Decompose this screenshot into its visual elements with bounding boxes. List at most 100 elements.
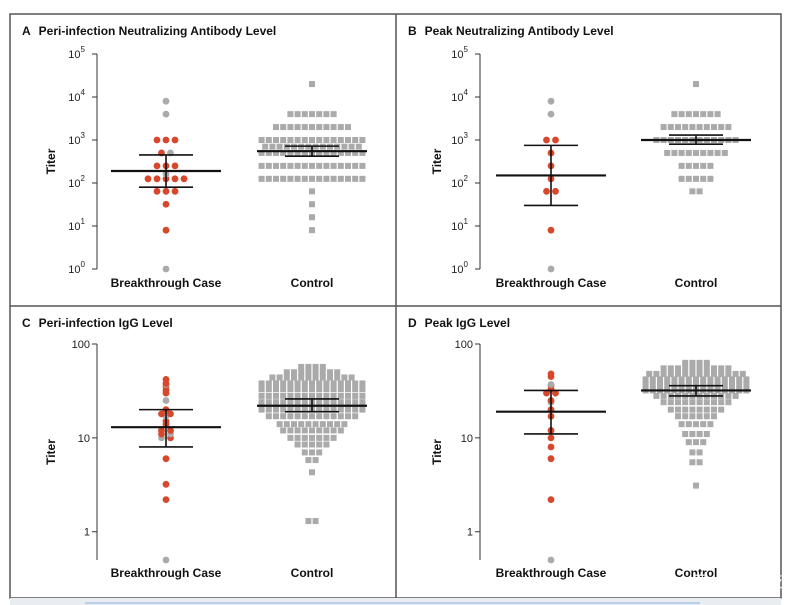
control-point	[352, 162, 359, 169]
control-point	[305, 374, 312, 381]
control-point	[685, 376, 692, 383]
control-point	[265, 137, 272, 143]
control-point	[309, 124, 315, 131]
control-point	[258, 162, 265, 169]
breakthrough-point	[162, 397, 170, 404]
control-point	[309, 427, 315, 434]
control-point	[693, 381, 699, 388]
control-point	[693, 376, 699, 383]
control-point	[718, 124, 725, 131]
breakthrough-point	[547, 556, 555, 564]
control-point	[345, 124, 351, 131]
breakthrough-point	[153, 187, 161, 195]
control-point	[642, 381, 649, 388]
control-point	[718, 406, 725, 413]
control-point	[301, 406, 308, 413]
panel-letter: A	[22, 24, 31, 38]
y-tick-label: 10	[78, 433, 90, 445]
breakthrough-point	[158, 427, 165, 434]
control-point	[316, 111, 323, 118]
control-point	[294, 124, 301, 131]
control-point	[265, 406, 272, 413]
control-point	[316, 427, 323, 434]
control-point	[273, 380, 279, 387]
control-point	[316, 149, 323, 156]
control-point	[280, 406, 287, 413]
control-point	[718, 365, 725, 372]
control-point	[675, 406, 681, 413]
control-point	[703, 413, 710, 420]
control-point	[352, 406, 359, 413]
control-point	[696, 124, 703, 131]
breakthrough-point	[547, 370, 555, 378]
control-point	[265, 162, 272, 169]
control-point	[664, 149, 671, 156]
control-point	[262, 143, 269, 150]
control-point	[305, 363, 312, 370]
control-point	[714, 111, 721, 118]
control-point	[682, 124, 689, 131]
control-point	[309, 227, 315, 234]
control-point	[345, 175, 351, 182]
control-point	[675, 124, 681, 131]
control-point	[689, 188, 696, 195]
control-point	[287, 386, 294, 393]
panel-b: B Peak Neutralizing Antibody Level1001011…	[408, 24, 751, 290]
control-point	[309, 175, 315, 182]
x-category-label: Control	[291, 276, 334, 290]
control-point	[323, 162, 330, 169]
control-point	[689, 459, 696, 466]
control-point	[337, 380, 344, 387]
control-point	[337, 413, 344, 420]
y-tick-label: 1	[84, 527, 90, 539]
x-category-label: Breakthrough Case	[111, 566, 222, 580]
control-point	[258, 406, 265, 413]
control-point	[280, 386, 287, 393]
control-point	[323, 386, 330, 393]
control-point	[301, 413, 308, 420]
control-point	[280, 175, 287, 182]
control-point	[718, 399, 725, 406]
control-point	[703, 359, 710, 366]
control-point	[287, 380, 294, 387]
control-point	[280, 413, 287, 420]
control-point	[276, 421, 283, 428]
control-point	[700, 149, 707, 156]
control-point	[729, 376, 735, 383]
control-point	[330, 111, 337, 118]
control-point	[273, 413, 279, 420]
control-point	[671, 381, 678, 388]
control-point	[294, 427, 301, 434]
control-point	[305, 457, 312, 464]
tick-exponent: 3	[464, 131, 469, 140]
control-point	[649, 376, 656, 383]
control-point	[312, 363, 319, 370]
control-point	[700, 111, 707, 118]
y-tick-label: 101	[68, 217, 85, 233]
control-point	[316, 137, 323, 143]
control-point	[352, 386, 359, 393]
control-point	[337, 386, 344, 393]
control-point	[301, 175, 308, 182]
breakthrough-point	[552, 389, 559, 397]
control-point	[337, 137, 344, 143]
control-point	[711, 365, 717, 372]
control-point	[312, 518, 319, 525]
breakthrough-point	[162, 110, 170, 118]
panel-letter: C	[22, 316, 31, 330]
control-point	[714, 381, 721, 388]
control-point	[258, 380, 265, 387]
control-point	[258, 399, 265, 406]
tick-exponent: 0	[464, 260, 469, 269]
control-point	[685, 421, 692, 428]
y-tick-label: 10	[461, 433, 473, 445]
x-category-label: Control	[675, 276, 718, 290]
control-point	[258, 392, 265, 399]
x-category-label: Control	[291, 566, 334, 580]
control-point	[309, 111, 315, 118]
tick-base: 10	[451, 92, 463, 104]
control-point	[294, 137, 301, 143]
breakthrough-point	[543, 136, 550, 144]
tick-base: 10	[451, 135, 463, 147]
